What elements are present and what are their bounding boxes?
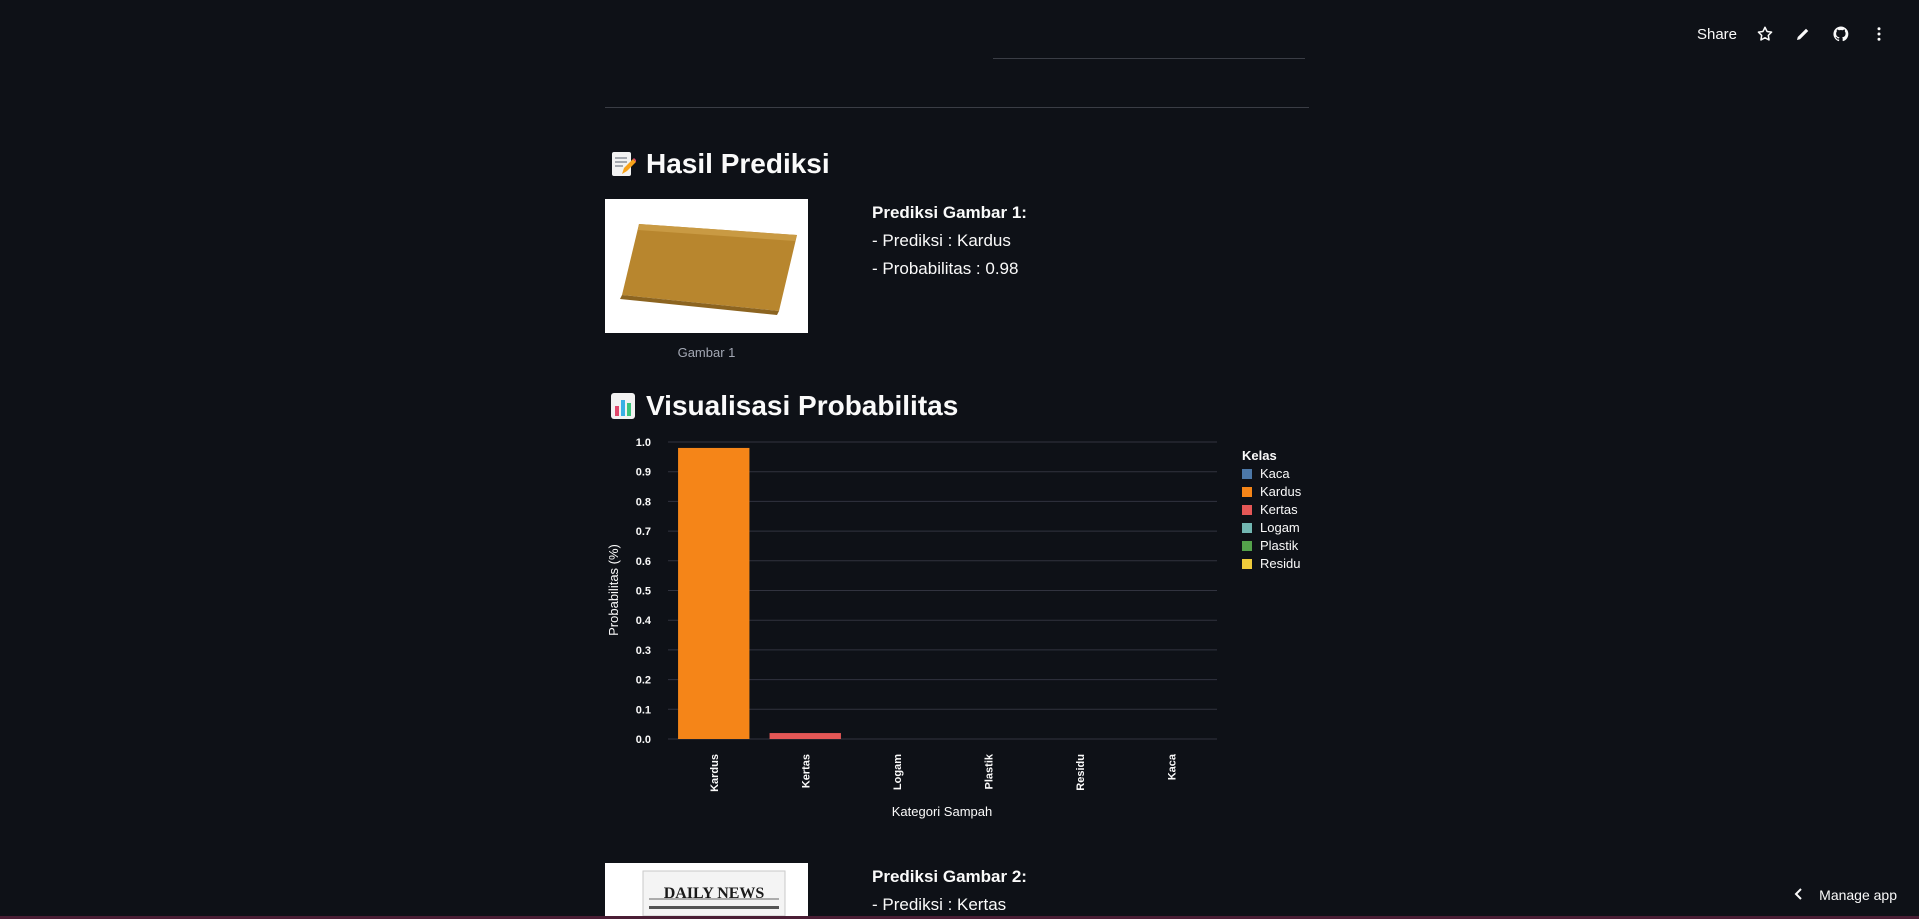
share-button[interactable]: Share	[1696, 25, 1737, 43]
prediction-title: Prediksi Gambar 2:	[872, 867, 1027, 886]
legend-title: Kelas	[1242, 448, 1277, 463]
legend-swatch	[1242, 541, 1252, 551]
prediction-result-2: Prediksi Gambar 2: - Prediksi : Kertas	[872, 863, 1027, 919]
memo-icon	[610, 150, 637, 178]
section-title-hasil-prediksi: Hasil Prediksi	[610, 148, 830, 180]
legend-swatch	[1242, 559, 1252, 569]
section-title-text: Hasil Prediksi	[646, 148, 830, 179]
prediction-label: - Prediksi : Kertas	[872, 895, 1007, 914]
chevron-left-icon	[1793, 887, 1805, 903]
probability-bar-chart: Probabilitas (%) Kategori Sampah Kelas 0…	[606, 437, 1302, 819]
more-vertical-icon[interactable]	[1869, 24, 1889, 44]
legend-swatch	[1242, 523, 1252, 533]
y-tick-label: 0.2	[636, 675, 651, 687]
legend-swatch	[1242, 505, 1252, 515]
input-underline	[993, 58, 1305, 59]
y-tick-label: 0.3	[636, 645, 651, 657]
cardboard-image	[620, 224, 797, 315]
legend-label: Residu	[1260, 556, 1300, 571]
manage-app-button[interactable]: Manage app	[1793, 887, 1897, 903]
y-tick-label: 0.6	[636, 556, 651, 568]
x-tick-label: Kertas	[800, 754, 812, 788]
legend-label: Kaca	[1260, 466, 1290, 481]
edit-pencil-icon[interactable]	[1793, 24, 1813, 44]
x-tick-label: Kardus	[709, 754, 721, 792]
x-tick-label: Residu	[1075, 754, 1087, 791]
x-axis-title: Kategori Sampah	[892, 804, 992, 819]
bar-chart-icon	[610, 392, 636, 420]
prediction-probability: - Probabilitas : 0.98	[872, 259, 1019, 278]
newspaper-image	[605, 863, 808, 916]
y-tick-label: 0.1	[636, 704, 651, 716]
y-tick-label: 0.7	[636, 526, 651, 538]
image-caption: Gambar 1	[677, 345, 736, 360]
star-icon[interactable]	[1755, 24, 1775, 44]
y-axis-title: Probabilitas (%)	[606, 544, 621, 636]
x-tick-label: Kaca	[1166, 753, 1178, 780]
prediction-result-1: Prediksi Gambar 1: - Prediksi : Kardus -…	[872, 199, 1027, 283]
prediction-image-2: DAILY NEWS	[605, 863, 808, 916]
y-tick-label: 1.0	[636, 437, 651, 449]
manage-app-label: Manage app	[1819, 887, 1897, 903]
legend-swatch	[1242, 469, 1252, 479]
github-icon[interactable]	[1831, 24, 1851, 44]
prediction-title: Prediksi Gambar 1:	[872, 203, 1027, 222]
y-tick-label: 0.9	[636, 467, 651, 479]
legend-label: Kardus	[1260, 484, 1302, 499]
section-title-text: Visualisasi Probabilitas	[646, 390, 959, 421]
x-tick-label: Plastik	[983, 753, 995, 789]
y-tick-label: 0.0	[636, 734, 651, 746]
legend-swatch	[1242, 487, 1252, 497]
legend-label: Kertas	[1260, 502, 1298, 517]
x-tick-label: Logam	[892, 754, 904, 790]
section-divider	[605, 107, 1309, 108]
legend-label: Logam	[1260, 520, 1300, 535]
prediction-image-1	[605, 199, 808, 333]
bottom-accent-bar	[0, 916, 1919, 919]
bar-kardus[interactable]	[678, 447, 750, 739]
y-tick-label: 0.4	[636, 615, 652, 627]
legend-label: Plastik	[1260, 538, 1299, 553]
app-toolbar: Share	[1697, 20, 1889, 48]
newspaper-headline: DAILY NEWS	[663, 885, 765, 902]
y-tick-label: 0.8	[636, 496, 651, 508]
prediction-label: - Prediksi : Kardus	[872, 231, 1011, 250]
bar-kertas[interactable]	[769, 733, 841, 739]
y-tick-label: 0.5	[636, 586, 651, 598]
section-title-visualisasi: Visualisasi Probabilitas	[610, 390, 958, 422]
